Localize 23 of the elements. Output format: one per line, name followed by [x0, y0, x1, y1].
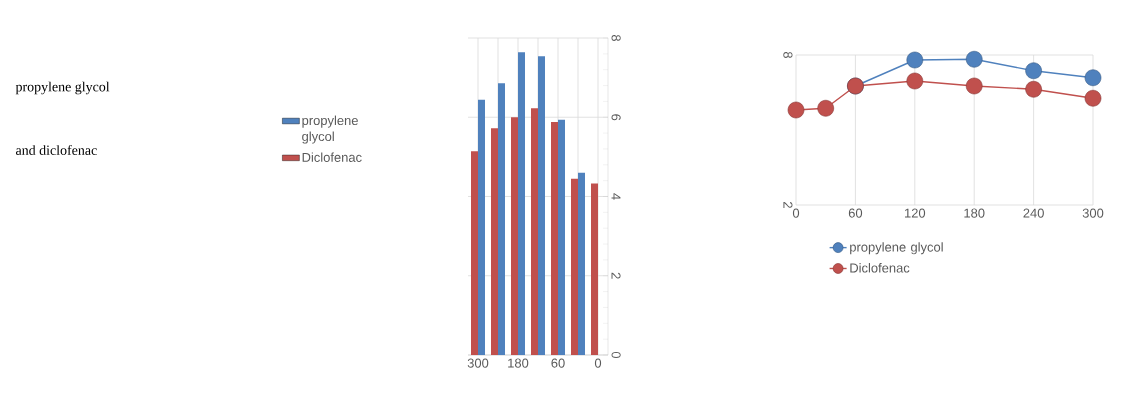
x-tick-label: 60 [848, 208, 863, 218]
x-tick-label: 180 [508, 358, 529, 368]
legend-label: Diclofenac [302, 152, 362, 162]
x-tick-label: 120 [904, 208, 926, 218]
legend-label: propylene glycol [302, 115, 358, 144]
y-tick-label: 6 [611, 114, 621, 121]
y-tick-label: 8 [611, 34, 621, 42]
x-tick-label: 180 [964, 208, 985, 218]
y-tick-label: 8 [783, 51, 793, 59]
y-tick-label: 4 [611, 193, 621, 200]
x-tick-label: 240 [1023, 208, 1044, 218]
text: and diclofenac [16, 145, 97, 155]
y-tick-label: 2 [783, 202, 793, 208]
legend-label: propylene glycol [850, 242, 943, 255]
x-tick-label: 0 [594, 358, 602, 368]
x-tick-label: 300 [1082, 208, 1104, 218]
x-tick-label: 60 [551, 358, 565, 368]
text: propylene glycol [15, 81, 110, 95]
x-tick-label: 0 [792, 208, 800, 218]
y-tick-label: 2 [611, 272, 621, 279]
legend-label: Diclofenac [850, 263, 910, 273]
y-tick-label: 0 [611, 351, 621, 359]
x-tick-label: 300 [467, 358, 489, 368]
